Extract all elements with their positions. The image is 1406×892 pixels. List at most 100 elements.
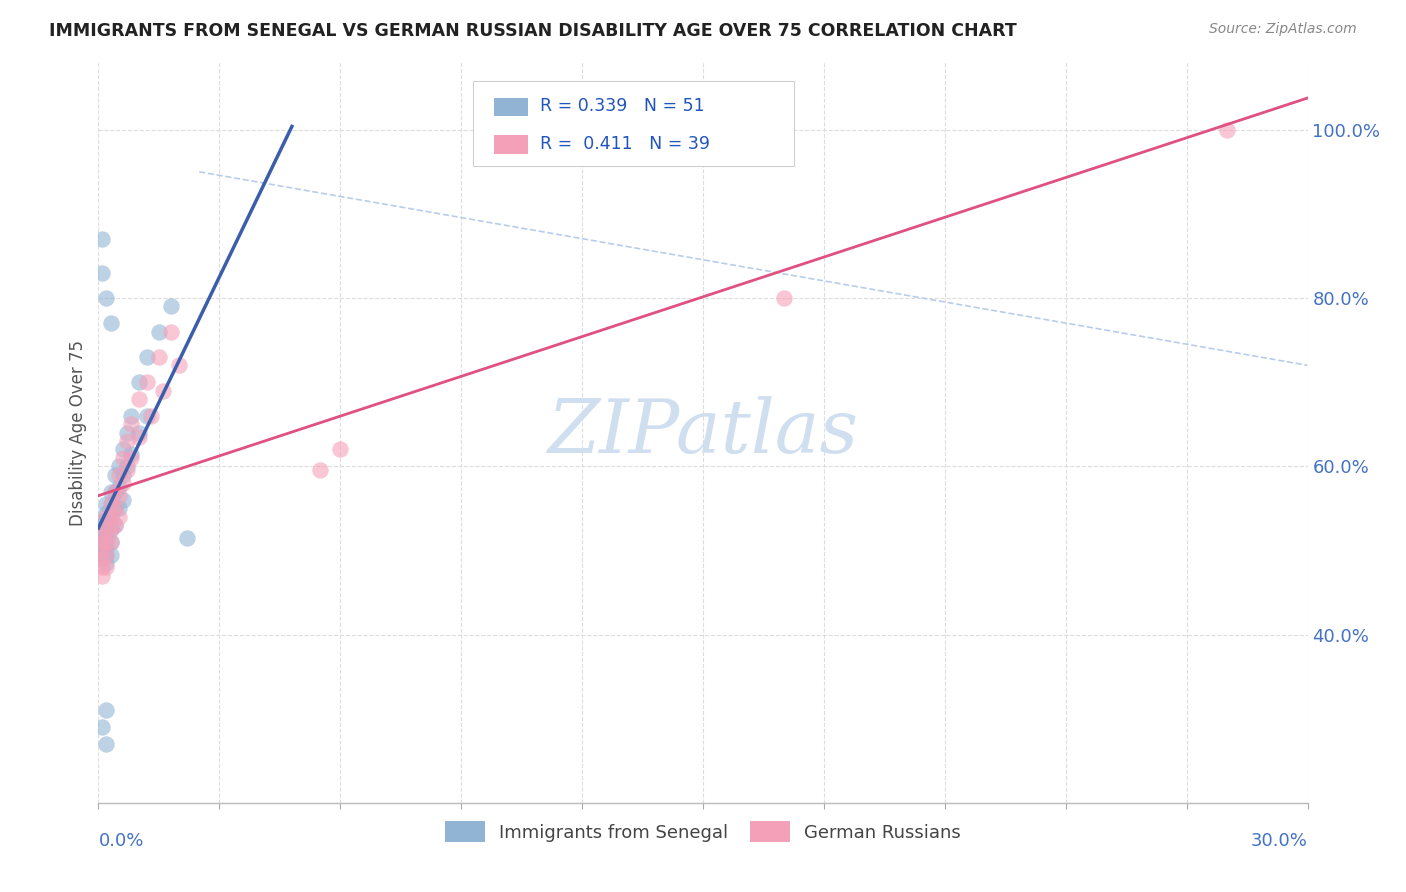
Point [100, 535, 122, 549]
Point [103, 518, 125, 533]
Point [91, 548, 114, 562]
Point [120, 417, 142, 432]
Point [148, 350, 170, 364]
Point [115, 459, 138, 474]
Point [103, 484, 125, 499]
Point [115, 425, 138, 440]
Point [91, 539, 114, 553]
Point [96, 531, 118, 545]
Text: IMMIGRANTS FROM SENEGAL VS GERMAN RUSSIAN DISABILITY AGE OVER 75 CORRELATION CHA: IMMIGRANTS FROM SENEGAL VS GERMAN RUSSIA… [49, 22, 1017, 40]
Point [120, 450, 142, 465]
Point [1216, 122, 1239, 136]
Legend: Immigrants from Senegal, German Russians: Immigrants from Senegal, German Russians [437, 814, 969, 849]
Point [107, 501, 129, 516]
Point [135, 375, 157, 389]
Point [91, 543, 114, 558]
Point [128, 375, 150, 389]
Point [100, 509, 122, 524]
Point [309, 463, 332, 477]
Point [103, 501, 125, 516]
Point [100, 497, 122, 511]
Point [160, 325, 183, 339]
Point [139, 409, 162, 423]
Point [100, 509, 122, 524]
Point [96, 535, 118, 549]
Point [152, 384, 174, 398]
Point [135, 409, 157, 423]
Point [111, 450, 134, 465]
Point [91, 531, 114, 545]
Point [91, 266, 114, 280]
Point [96, 497, 118, 511]
Point [91, 568, 114, 582]
Point [91, 535, 114, 549]
Point [96, 522, 118, 536]
Point [128, 425, 150, 440]
Point [128, 430, 150, 444]
Y-axis label: Disability Age Over 75: Disability Age Over 75 [69, 340, 87, 525]
Point [91, 535, 114, 549]
Point [107, 459, 129, 474]
Point [103, 467, 125, 482]
Point [96, 737, 118, 751]
Point [115, 463, 138, 477]
Point [111, 467, 134, 482]
Point [91, 526, 114, 541]
Point [96, 514, 118, 528]
Point [100, 535, 122, 549]
Point [91, 232, 114, 246]
Point [91, 560, 114, 574]
Point [107, 509, 129, 524]
Point [115, 434, 138, 448]
Point [96, 548, 118, 562]
Point [107, 467, 129, 482]
Text: R = 0.339   N = 51: R = 0.339 N = 51 [540, 97, 704, 115]
Point [91, 526, 114, 541]
Point [96, 560, 118, 574]
Point [96, 291, 118, 305]
FancyBboxPatch shape [494, 135, 527, 153]
Point [107, 489, 129, 503]
Point [96, 522, 118, 536]
Point [120, 447, 142, 461]
Point [96, 506, 118, 520]
Point [135, 350, 157, 364]
Point [100, 316, 122, 330]
Text: 0.0%: 0.0% [98, 832, 143, 850]
Text: ZIPatlas: ZIPatlas [547, 396, 859, 469]
Point [91, 720, 114, 734]
FancyBboxPatch shape [474, 81, 793, 166]
FancyBboxPatch shape [494, 97, 527, 116]
Point [96, 539, 118, 553]
Point [111, 476, 134, 491]
Point [128, 392, 150, 406]
Text: 30.0%: 30.0% [1251, 832, 1308, 850]
Point [96, 548, 118, 562]
Text: R =  0.411   N = 39: R = 0.411 N = 39 [540, 135, 710, 153]
Point [100, 497, 122, 511]
Point [111, 442, 134, 457]
Point [107, 480, 129, 494]
Point [160, 300, 183, 314]
Point [111, 492, 134, 507]
Point [91, 518, 114, 533]
Point [91, 514, 114, 528]
Point [91, 551, 114, 566]
Point [91, 543, 114, 558]
Point [772, 291, 794, 305]
Point [96, 703, 118, 717]
Point [120, 409, 142, 423]
Point [96, 556, 118, 570]
Point [100, 548, 122, 562]
Point [100, 522, 122, 536]
Point [96, 509, 118, 524]
Point [103, 484, 125, 499]
Point [176, 531, 198, 545]
Point [167, 359, 190, 373]
Point [103, 518, 125, 533]
Point [103, 501, 125, 516]
Text: Source: ZipAtlas.com: Source: ZipAtlas.com [1209, 22, 1357, 37]
Point [100, 484, 122, 499]
Point [91, 522, 114, 536]
Point [100, 522, 122, 536]
